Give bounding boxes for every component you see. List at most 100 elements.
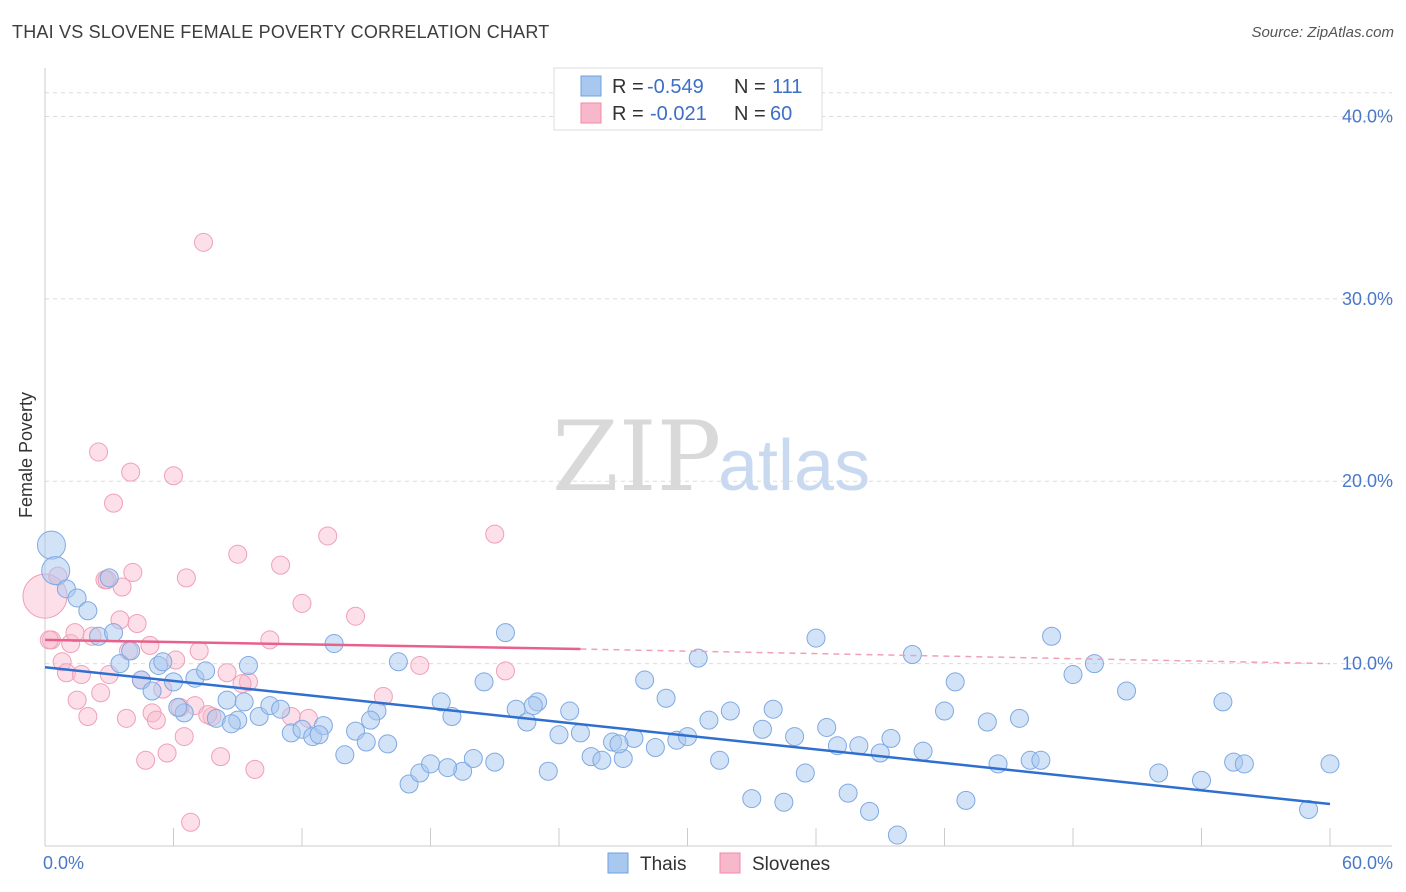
data-point-slovenes — [52, 652, 72, 672]
data-point-thais — [1213, 692, 1233, 712]
legend-n-value-slovenes: 60 — [770, 103, 792, 125]
y-tick-label: 10.0% — [1342, 654, 1393, 674]
data-point-thais — [549, 725, 569, 745]
data-point-thais — [495, 623, 515, 643]
y-tick-label: 40.0% — [1342, 106, 1393, 126]
data-point-thais — [752, 719, 772, 739]
data-point-thais — [609, 734, 629, 754]
data-point-thais — [104, 623, 124, 643]
x-tick-label: 60.0% — [1342, 853, 1393, 873]
data-point-thais — [67, 588, 87, 608]
data-point-thais — [795, 763, 815, 783]
legend-r-value-thais: -0.549 — [647, 76, 704, 98]
data-point-slovenes — [485, 524, 505, 544]
data-point-thais — [378, 734, 398, 754]
data-point-thais — [956, 790, 976, 810]
y-axis-label: Female Poverty — [16, 392, 36, 518]
source-label: Source: ZipAtlas.com — [1251, 24, 1394, 41]
bottom-legend-swatch-slovenes — [719, 852, 741, 874]
data-point-slovenes — [211, 747, 231, 767]
data-point-thais — [902, 645, 922, 664]
slovenes-points — [22, 232, 515, 832]
axes — [44, 68, 1392, 847]
data-point-thais — [438, 758, 458, 778]
data-point-thais — [1192, 770, 1211, 790]
data-point-slovenes — [71, 665, 91, 685]
data-point-thais — [474, 672, 494, 692]
data-point-slovenes — [292, 593, 312, 613]
data-point-slovenes — [140, 635, 160, 655]
data-point-thais — [523, 696, 543, 716]
data-point-thais — [699, 710, 719, 730]
data-point-slovenes — [193, 232, 213, 252]
chart-title: THAI VS SLOVENE FEMALE POVERTY CORRELATI… — [12, 22, 550, 42]
data-point-thais — [1063, 665, 1083, 685]
data-point-slovenes — [136, 750, 156, 770]
data-point-slovenes — [127, 613, 147, 633]
data-point-slovenes — [318, 526, 338, 546]
data-point-thais — [742, 789, 762, 809]
data-point-slovenes — [123, 562, 143, 582]
data-point-thais — [196, 661, 216, 681]
data-point-thais — [945, 672, 965, 692]
data-point-thais — [142, 681, 162, 701]
data-point-thais — [421, 754, 440, 774]
data-point-thais — [977, 712, 997, 732]
data-point-slovenes — [174, 727, 194, 747]
thais-points — [36, 530, 1340, 845]
legend-r-label: R = — [612, 76, 644, 98]
data-point-slovenes — [157, 743, 177, 763]
data-point-thais — [1031, 750, 1051, 770]
y-tick-label: 20.0% — [1342, 471, 1393, 491]
bottom-legend: Thais Slovenes — [607, 852, 830, 875]
data-point-slovenes — [78, 707, 98, 727]
data-point-thais — [361, 710, 381, 730]
trend-lines — [44, 638, 1331, 806]
data-point-slovenes — [245, 759, 265, 779]
data-point-thais — [238, 655, 258, 675]
data-point-thais — [720, 701, 740, 721]
data-point-thais — [271, 699, 291, 719]
legend-r-label: R = — [612, 103, 644, 125]
data-point-slovenes — [271, 555, 291, 575]
data-point-slovenes — [112, 577, 132, 597]
data-point-slovenes — [189, 641, 209, 661]
data-point-thais — [935, 701, 954, 721]
data-point-thais — [41, 556, 71, 586]
gridlines — [45, 92, 1392, 665]
data-point-slovenes — [176, 568, 196, 588]
data-point-slovenes — [164, 466, 183, 486]
data-point-thais — [913, 741, 933, 761]
data-point-thais — [881, 728, 901, 748]
data-point-thais — [1149, 763, 1169, 783]
data-point-slovenes — [146, 710, 166, 730]
legend-n-label: N = — [734, 103, 766, 125]
data-point-slovenes — [91, 683, 111, 703]
data-point-thais — [688, 648, 708, 668]
data-point-thais — [635, 670, 655, 690]
data-point-thais — [806, 628, 826, 648]
data-point-thais — [517, 712, 537, 732]
data-point-thais — [817, 717, 837, 737]
data-point-thais — [99, 568, 119, 588]
data-point-slovenes — [217, 663, 237, 683]
data-point-thais — [645, 738, 665, 758]
data-point-thais — [221, 714, 241, 734]
data-point-thais — [538, 761, 558, 781]
data-point-slovenes — [65, 623, 85, 643]
data-point-thais — [560, 701, 580, 721]
data-point-slovenes — [495, 661, 515, 681]
data-point-thais — [431, 692, 451, 712]
data-point-slovenes — [116, 708, 136, 728]
data-point-thais — [121, 641, 141, 661]
trend-line-slovenes-extension — [580, 648, 1331, 665]
data-point-slovenes — [104, 493, 124, 513]
bottom-legend-label-thais: Thais — [640, 854, 686, 875]
x-tick-label: 0.0% — [43, 853, 84, 873]
data-point-thais — [78, 601, 98, 621]
data-point-thais — [335, 745, 355, 765]
data-point-thais — [860, 801, 880, 821]
data-point-thais — [217, 690, 237, 710]
tick-labels: 10.0% 20.0% 30.0% 40.0% 0.0% 60.0% — [43, 106, 1393, 873]
